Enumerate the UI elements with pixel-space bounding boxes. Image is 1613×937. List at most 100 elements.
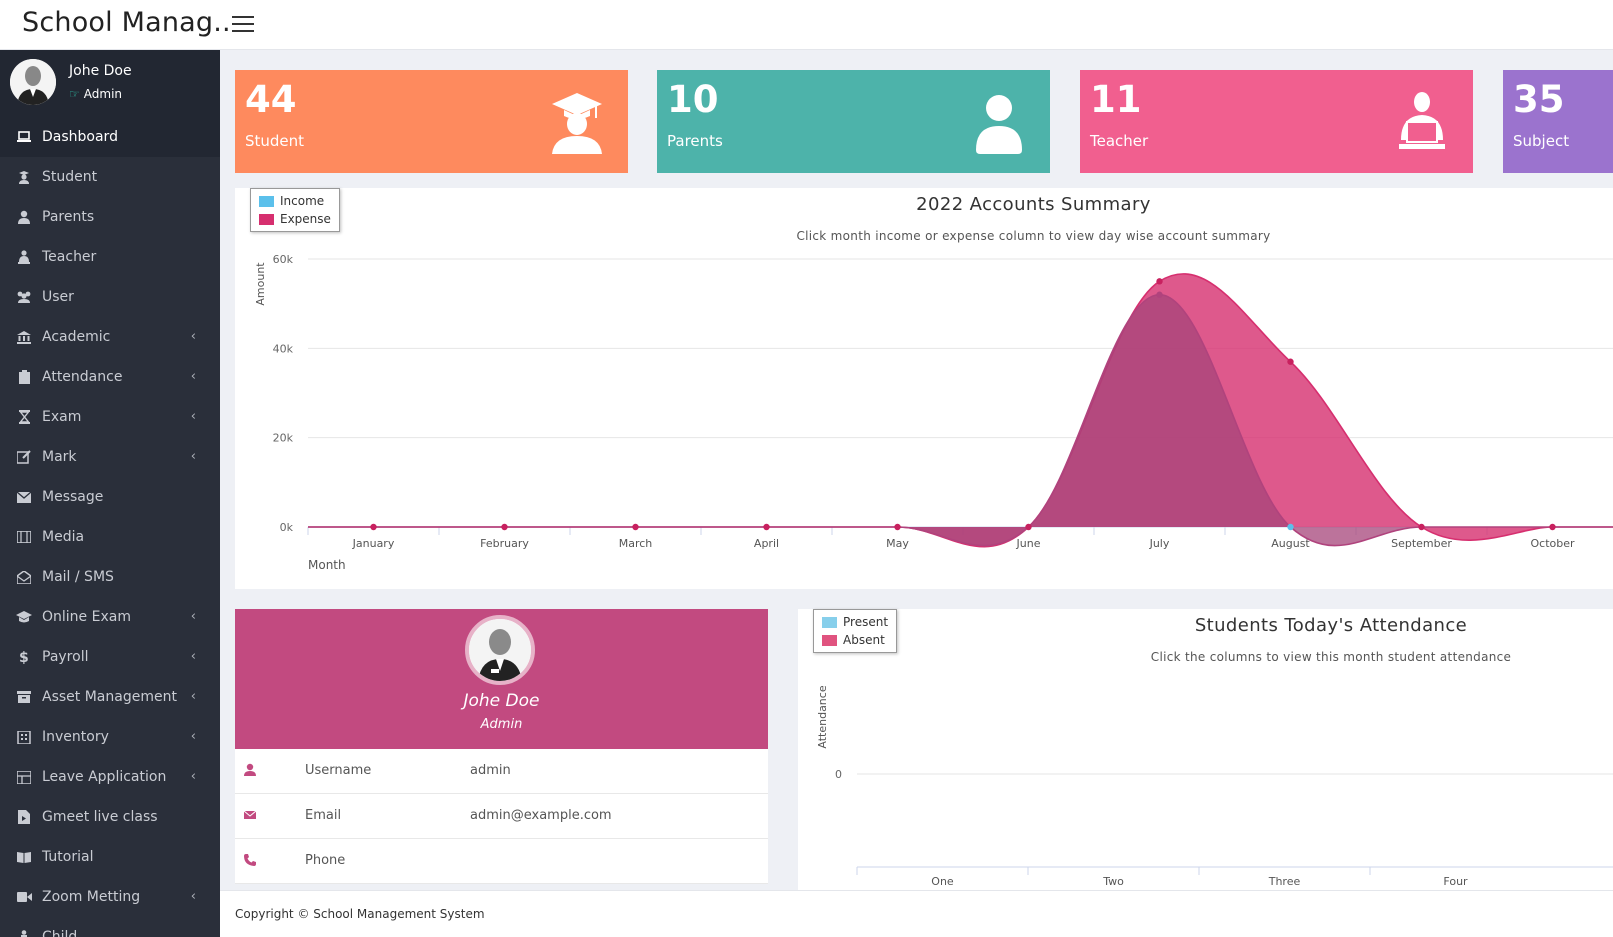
user-icon: [244, 763, 256, 776]
envelope-icon: [243, 810, 257, 819]
building-icon: [16, 730, 32, 744]
svg-text:$: $: [19, 650, 29, 664]
app-brand[interactable]: School Manag..: [22, 7, 231, 38]
sidebar-item-label: Parents: [42, 209, 95, 225]
accounts-chart-plot[interactable]: 0k 20k 40k 60k January February March April May J…: [235, 188, 1613, 589]
profile-row-username: Username admin: [235, 749, 768, 794]
sidebar-item-parents[interactable]: Parents: [0, 197, 220, 237]
sidebar-item-dashboard[interactable]: Dashboard: [0, 117, 220, 157]
chevron-left-icon: ‹: [190, 609, 196, 624]
data-point-income: [1287, 523, 1294, 531]
profile-card-header: Johe Doe Admin: [235, 609, 768, 749]
sidebar-item-exam[interactable]: Exam ‹: [0, 397, 220, 437]
x-tick-label: August: [1271, 537, 1310, 550]
stat-card-parents[interactable]: 10 Parents: [657, 70, 1050, 173]
sidebar-item-label: User: [42, 289, 74, 305]
x-tick-label: June: [1016, 537, 1041, 550]
sidebar-item-mark[interactable]: Mark ‹: [0, 437, 220, 477]
area-income: [308, 294, 1613, 546]
x-tick-label: May: [886, 537, 909, 550]
envelope-icon: [16, 490, 32, 504]
stat-card-subject[interactable]: 35 Subject: [1503, 70, 1613, 173]
sidebar: Johe Doe ☞ Admin Dashboard Student Parents T…: [0, 50, 220, 937]
user-role-label: Admin: [83, 87, 123, 101]
child-icon: [16, 930, 32, 937]
y-tick-label: 40k: [273, 342, 294, 355]
sidebar-item-user[interactable]: User: [0, 277, 220, 317]
profile-avatar: [465, 615, 535, 685]
chart-subtitle: Click month income or expense column to …: [796, 229, 1271, 243]
sidebar-item-teacher[interactable]: Teacher: [0, 237, 220, 277]
area-expense: [308, 273, 1613, 547]
sidebar-item-label: Gmeet live class: [42, 809, 158, 825]
stat-card-teacher[interactable]: 11 Teacher: [1080, 70, 1473, 173]
legend-income[interactable]: Income: [259, 192, 331, 210]
hourglass-icon: [16, 410, 32, 424]
chevron-left-icon: ‹: [190, 409, 196, 424]
sidebar-item-media[interactable]: Media: [0, 517, 220, 557]
sidebar-item-label: Mark: [42, 449, 77, 465]
sidebar-item-payroll[interactable]: $ Payroll ‹: [0, 637, 220, 677]
chart-title: Students Today's Attendance: [1194, 615, 1468, 636]
users-icon: [16, 290, 32, 304]
x-tick-label: Two: [1102, 875, 1124, 888]
profile-row-phone: Phone: [235, 839, 768, 884]
data-point-expense: [1287, 358, 1294, 365]
chevron-left-icon: ‹: [190, 889, 196, 904]
sidebar-item-zoom-metting[interactable]: Zoom Metting ‹: [0, 877, 220, 917]
chevron-left-icon: ‹: [190, 729, 196, 744]
y-tick-label: 20k: [273, 432, 294, 445]
x-tick-label: April: [754, 537, 779, 550]
stat-label: Teacher: [1090, 132, 1149, 150]
x-tick-label: February: [480, 537, 529, 550]
sidebar-item-gmeet-live-class[interactable]: Gmeet live class: [0, 797, 220, 837]
phone-icon: [244, 854, 256, 866]
chevron-left-icon: ‹: [190, 769, 196, 784]
sidebar-item-label: Tutorial: [42, 849, 94, 865]
sidebar-item-attendance[interactable]: Attendance ‹: [0, 357, 220, 397]
sidebar-item-student[interactable]: Student: [0, 157, 220, 197]
stat-card-student[interactable]: 44 Student: [235, 70, 628, 173]
edit-icon: [16, 450, 32, 464]
footer-copyright: Copyright © School Management System: [235, 907, 485, 921]
chevron-left-icon: ‹: [190, 689, 196, 704]
stat-value: 11: [1090, 78, 1142, 121]
sidebar-item-label: Child: [42, 929, 78, 937]
sidebar-item-online-exam[interactable]: Online Exam ‹: [0, 597, 220, 637]
profile-key: Email: [305, 808, 342, 823]
legend-expense[interactable]: Expense: [259, 210, 331, 228]
sidebar-item-tutorial[interactable]: Tutorial: [0, 837, 220, 877]
data-point-expense: [763, 523, 770, 531]
sidebar-item-label: Academic: [42, 329, 111, 345]
sidebar-item-mail-sms[interactable]: Mail / SMS: [0, 557, 220, 597]
sidebar-item-child[interactable]: Child: [0, 917, 220, 937]
sidebar-item-label: Student: [42, 169, 98, 185]
sidebar-item-label: Asset Management: [42, 689, 177, 705]
attendance-chart-plot[interactable]: 0 One Two Three Four Attendance: [798, 609, 1613, 890]
sidebar-item-message[interactable]: Message: [0, 477, 220, 517]
chevron-left-icon: ‹: [190, 329, 196, 344]
y-tick-label: 60k: [273, 253, 294, 266]
data-point-expense: [1549, 523, 1556, 531]
sidebar-item-leave-application[interactable]: Leave Application ‹: [0, 757, 220, 797]
stat-label: Subject: [1513, 132, 1570, 150]
data-point-expense: [632, 523, 639, 531]
envelope-open-icon: [16, 570, 32, 584]
profile-value: admin@example.com: [470, 808, 612, 823]
avatar: [10, 59, 56, 105]
data-point-expense: [1025, 523, 1032, 531]
footer: Copyright © School Management System: [220, 890, 1613, 937]
data-point-income: [1156, 291, 1163, 298]
clipboard-icon: [16, 370, 32, 384]
legend-present[interactable]: Present: [822, 613, 888, 631]
sidebar-item-inventory[interactable]: Inventory ‹: [0, 717, 220, 757]
sidebar-item-academic[interactable]: Academic ‹: [0, 317, 220, 357]
stat-label: Parents: [667, 132, 723, 150]
data-point-expense: [501, 523, 508, 531]
stat-value: 44: [245, 78, 297, 121]
sidebar-item-asset-management[interactable]: Asset Management ‹: [0, 677, 220, 717]
user-panel: Johe Doe ☞ Admin: [0, 50, 220, 117]
y-axis-title: Amount: [254, 262, 267, 306]
legend-absent[interactable]: Absent: [822, 631, 888, 649]
hamburger-icon[interactable]: [232, 16, 254, 34]
